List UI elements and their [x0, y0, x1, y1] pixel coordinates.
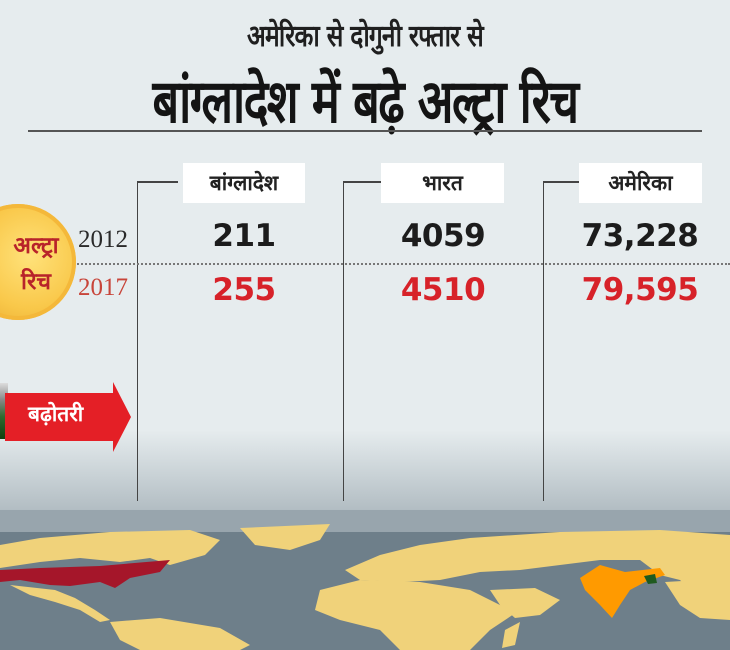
arabia-land [490, 588, 560, 618]
growth-label: बढ़ोतरी [28, 402, 84, 426]
north-america-land [0, 530, 220, 568]
value-india-2017: 4510 [400, 272, 486, 308]
page-title: बांग्लादेश में बढ़े अल्ट्रा रिच [152, 67, 579, 137]
bangladesh-map-highlight [644, 574, 657, 584]
medal-label: अल्ट्रा रिच [0, 228, 72, 300]
central-america-land [10, 585, 110, 622]
medal-label-line1: अल्ट्रा [13, 233, 59, 259]
value-india-2012: 4059 [400, 218, 486, 254]
column-label-usa: अमेरिका [579, 163, 702, 203]
growth-arrow-body [5, 393, 113, 441]
title-underline [28, 130, 702, 132]
column-label-bangladesh: बांग्लादेश [183, 163, 305, 203]
value-usa-2012: 73,228 [581, 218, 699, 254]
flag-image-edge [0, 383, 8, 439]
india-map-highlight [580, 565, 665, 618]
row-divider [70, 263, 730, 265]
value-usa-2017: 79,595 [581, 272, 699, 308]
column-frame-bangladesh [137, 181, 178, 501]
southeast-asia-land [665, 580, 730, 620]
value-bangladesh-2017: 255 [212, 272, 276, 308]
medal-label-line2: रिच [21, 269, 51, 295]
value-bangladesh-2012: 211 [212, 218, 276, 254]
madagascar-land [502, 622, 520, 648]
world-map [0, 510, 730, 650]
year-2017-label: 2017 [78, 274, 128, 301]
greenland-land [240, 524, 330, 550]
eurasia-land [345, 530, 730, 605]
year-2012-label: 2012 [78, 226, 128, 253]
subtitle: अमेरिका से दोगुनी रफ्तार से [247, 19, 484, 54]
africa-land [315, 580, 520, 650]
arrow-right-icon [113, 382, 131, 452]
south-america-land [110, 618, 250, 650]
column-frame-usa [543, 181, 584, 501]
column-label-india: भारत [381, 163, 504, 203]
usa-map-highlight [0, 560, 170, 588]
column-frame-india [343, 181, 384, 501]
